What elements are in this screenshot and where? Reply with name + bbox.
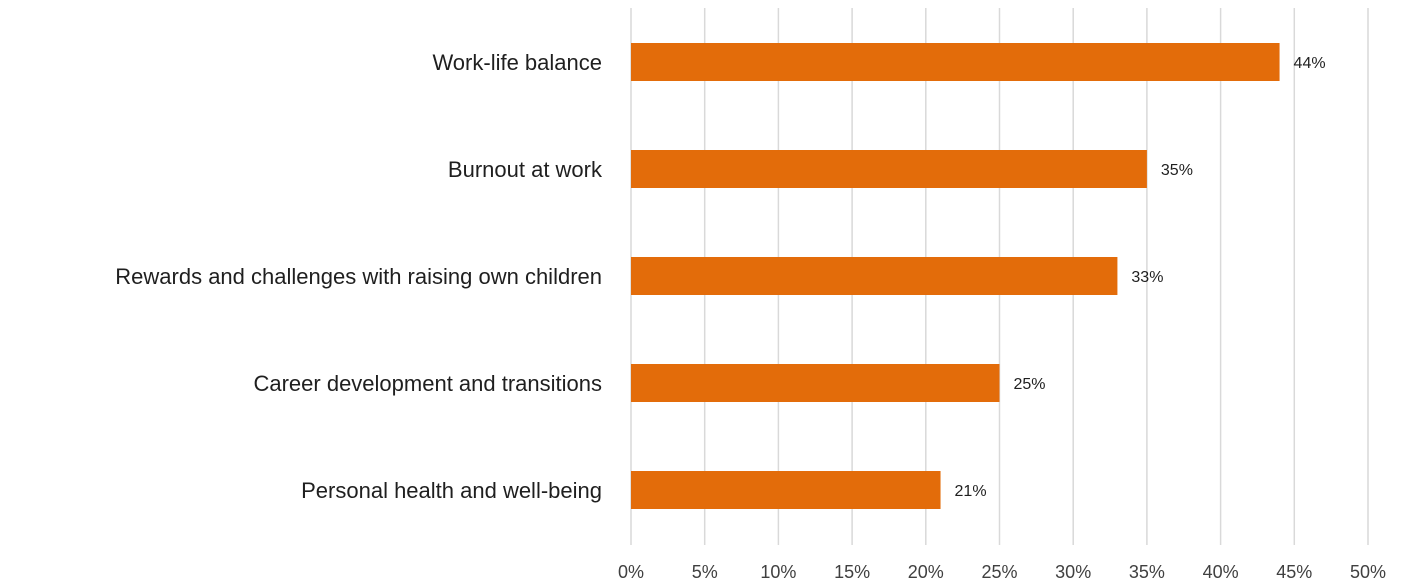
x-tick-label: 5% <box>692 562 718 582</box>
data-label: 35% <box>1161 162 1193 179</box>
x-tick-label: 20% <box>908 562 944 582</box>
x-tick-label: 50% <box>1350 562 1386 582</box>
data-labels: 44% 35% 33% 25% 21% <box>955 55 1326 500</box>
data-label: 25% <box>1014 376 1046 393</box>
x-tick-label: 40% <box>1203 562 1239 582</box>
x-tick-label: 10% <box>760 562 796 582</box>
bars <box>631 43 1280 509</box>
bar <box>631 364 1000 402</box>
category-label: Burnout at work <box>448 157 603 182</box>
x-tick-label: 15% <box>834 562 870 582</box>
category-label: Rewards and challenges with raising own … <box>115 264 602 289</box>
x-axis-tick-labels: 0% 5% 10% 15% 20% 25% 30% 35% 40% 45% 50% <box>618 562 1386 582</box>
x-tick-label: 35% <box>1129 562 1165 582</box>
category-label: Personal health and well-being <box>301 478 602 503</box>
bar <box>631 257 1118 295</box>
data-label: 44% <box>1294 55 1326 72</box>
x-tick-label: 45% <box>1276 562 1312 582</box>
category-labels: Work-life balance Burnout at work Rewards … <box>115 50 603 503</box>
data-label: 33% <box>1131 269 1163 286</box>
bar <box>631 471 941 509</box>
x-tick-label: 25% <box>981 562 1017 582</box>
data-label: 21% <box>955 483 987 500</box>
x-tick-label: 0% <box>618 562 644 582</box>
category-label: Work-life balance <box>432 50 602 75</box>
x-tick-label: 30% <box>1055 562 1091 582</box>
bar <box>631 150 1147 188</box>
category-label: Career development and transitions <box>253 371 602 396</box>
bar <box>631 43 1280 81</box>
